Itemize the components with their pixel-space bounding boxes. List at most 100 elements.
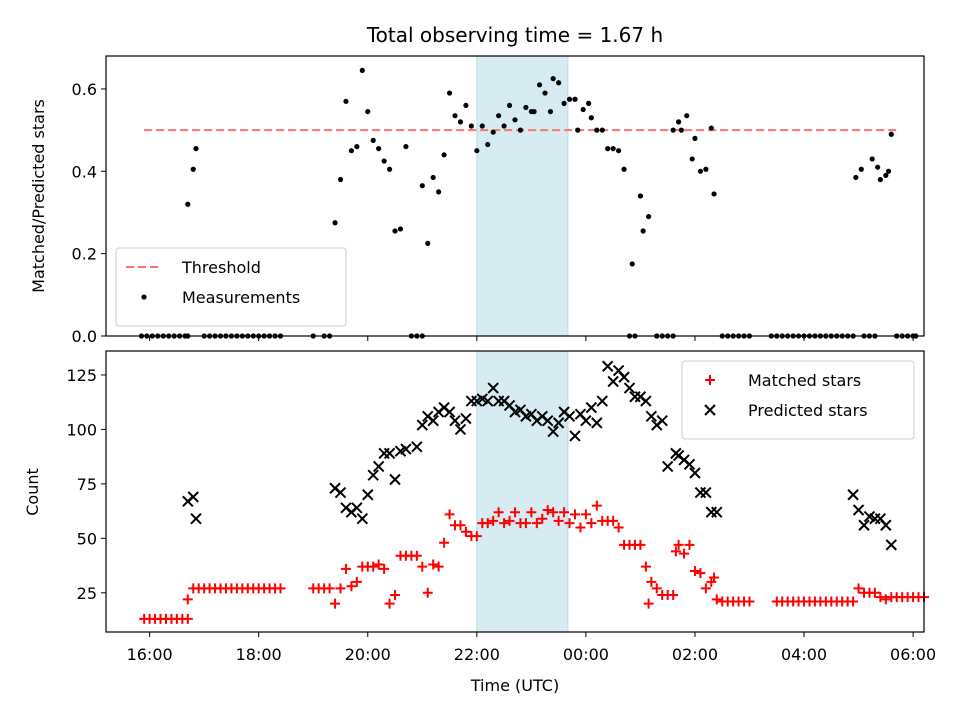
matched-star-marker: [684, 539, 695, 550]
measurement-point: [586, 100, 592, 106]
matched-star-marker: [417, 561, 428, 572]
predicted-star-marker: [372, 460, 385, 473]
bottom-panel: 25 50 75 100 125 16:00 18:00 20:00 22:00 00:00 02:…: [66, 350, 936, 664]
predicted-star-marker: [885, 539, 897, 551]
predicted-star-marker: [880, 519, 892, 531]
bottom-y-axis-label: Count: [23, 468, 42, 516]
measurement-point: [621, 166, 627, 172]
predicted-star-marker: [689, 467, 701, 479]
series-matched-stars: [139, 500, 929, 624]
predicted-star-marker: [367, 469, 379, 481]
observing-window-band: [476, 350, 569, 633]
predicted-star-marker: [656, 414, 668, 427]
measurement-point: [670, 127, 676, 133]
predicted-star-marker: [190, 513, 202, 525]
matched-star-marker: [351, 576, 362, 587]
measurement-point: [185, 201, 191, 207]
top-panel: 0.0 0.2 0.4 0.6 Threshold Measurements: [72, 55, 925, 346]
measurement-point: [572, 96, 578, 102]
matched-star-marker: [744, 596, 755, 607]
measurement-point: [689, 156, 695, 162]
matched-star-marker: [510, 507, 520, 518]
measurement-point: [474, 148, 480, 154]
matched-star-marker: [422, 587, 433, 598]
matched-star-marker: [460, 526, 471, 537]
y-tick-label: 0.4: [72, 162, 97, 181]
measurement-point: [343, 98, 349, 104]
matched-star-marker: [471, 531, 482, 542]
matched-star-marker: [679, 548, 690, 559]
matched-star-marker: [444, 509, 455, 520]
measurement-point: [556, 80, 562, 86]
measurement-point: [332, 220, 338, 226]
predicted-star-marker: [449, 414, 461, 427]
matched-star-marker: [646, 576, 657, 587]
predicted-star-marker: [351, 502, 363, 514]
matched-star-marker: [182, 613, 193, 624]
measurement-point: [479, 123, 485, 129]
matched-star-marker: [379, 563, 390, 574]
measurement-point: [523, 104, 529, 111]
matched-star-marker: [635, 539, 646, 550]
predicted-star-marker: [847, 489, 859, 501]
matched-star-marker: [711, 594, 722, 605]
predicted-star-marker: [400, 443, 412, 455]
matched-star-marker: [373, 559, 384, 570]
legend-predicted-swatch: [704, 404, 716, 416]
matched-star-marker: [553, 515, 564, 526]
matched-star-marker: [428, 559, 439, 570]
matched-star-marker: [493, 507, 504, 518]
matched-star-marker: [182, 594, 193, 605]
predicted-star-marker: [389, 473, 401, 486]
predicted-star-marker: [427, 414, 439, 427]
chart-title: Total observing time = 1.67 h: [366, 23, 663, 47]
measurement-point: [359, 67, 365, 74]
measurement-point: [646, 213, 652, 220]
predicted-star-marker: [640, 395, 652, 407]
matched-star-marker: [651, 583, 662, 594]
measurement-point: [468, 123, 474, 129]
matched-star-marker: [875, 592, 886, 603]
legend-label: Predicted stars: [748, 401, 868, 420]
measurement-point: [446, 90, 453, 96]
measurement-point: [580, 106, 586, 113]
measurement-point: [490, 129, 496, 135]
legend-matched-swatch: [705, 375, 715, 385]
matched-star-marker: [390, 589, 401, 600]
matched-star-marker: [439, 537, 450, 548]
matched-star-marker: [869, 587, 880, 598]
matched-star-marker: [482, 518, 493, 529]
predicted-star-marker: [454, 423, 467, 436]
measurement-point: [386, 166, 393, 172]
predicted-star-marker: [683, 458, 696, 470]
plot-frame: [105, 55, 925, 337]
matched-star-marker: [526, 507, 537, 518]
legend-box: [115, 247, 347, 327]
measurement-point: [337, 176, 344, 183]
predicted-star-marker: [443, 406, 456, 418]
matched-star-marker: [613, 522, 624, 533]
measurement-point: [858, 166, 864, 172]
predicted-star-marker: [618, 371, 630, 383]
predicted-star-marker: [569, 430, 581, 442]
measurement-point: [692, 135, 698, 141]
measurement-point: [610, 146, 616, 152]
predicted-star-marker: [601, 360, 614, 372]
measurement-point: [392, 228, 398, 234]
measurement-point: [588, 115, 594, 121]
predicted-star-marker: [334, 486, 347, 499]
predicted-star-marker: [580, 414, 592, 427]
matched-star-marker: [709, 572, 720, 583]
matched-star-marker: [548, 507, 559, 518]
measurement-point: [888, 131, 894, 137]
measurement-point: [547, 108, 554, 115]
predicted-star-marker: [383, 447, 396, 460]
matched-star-marker: [853, 583, 864, 594]
measurement-point: [403, 143, 409, 150]
measurement-point: [365, 108, 371, 115]
predicted-star-marker: [460, 412, 472, 425]
matched-star-marker: [531, 518, 542, 529]
measurement-point: [676, 119, 682, 125]
matched-star-marker: [569, 509, 580, 520]
y-tick-label: 0.6: [72, 80, 97, 99]
